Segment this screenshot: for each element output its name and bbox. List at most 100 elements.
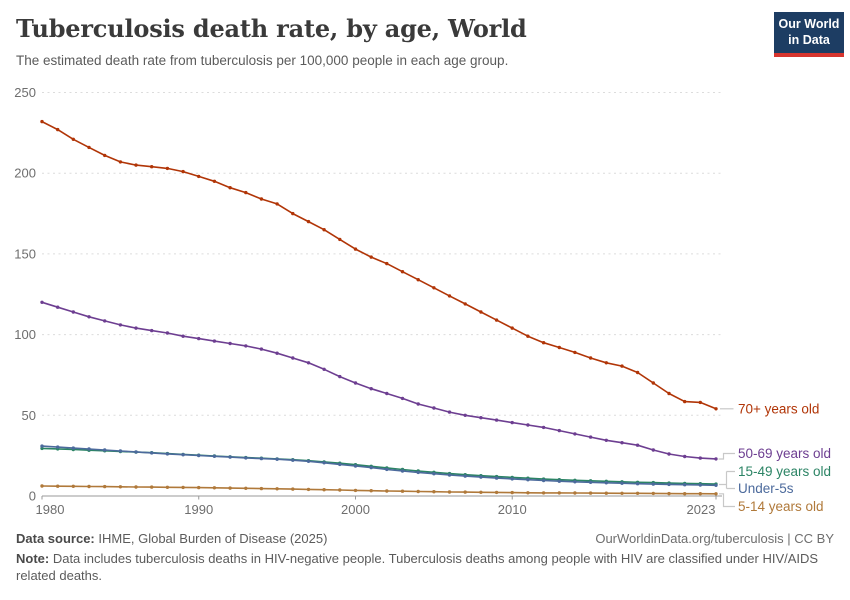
data-point[interactable] [118,449,123,453]
data-point[interactable] [291,487,295,491]
data-point[interactable] [541,425,546,430]
data-point[interactable] [526,423,530,427]
data-point[interactable] [541,341,546,345]
data-point[interactable] [181,453,185,457]
data-point[interactable] [71,137,76,141]
data-point[interactable] [306,487,311,492]
data-point[interactable] [588,491,593,495]
data-point[interactable] [510,326,514,330]
footer-rights-link[interactable]: OurWorldinData.org/tuberculosis | CC BY [595,531,834,546]
data-point[interactable] [353,464,358,468]
data-point[interactable] [291,356,295,360]
data-point[interactable] [416,402,420,406]
data-point[interactable] [447,410,452,414]
data-point[interactable] [573,480,577,484]
data-point[interactable] [40,119,44,124]
data-point[interactable] [275,457,279,461]
data-point[interactable] [103,484,107,489]
data-point[interactable] [557,479,561,483]
data-point[interactable] [369,465,373,470]
data-point[interactable] [103,153,107,158]
data-point[interactable] [463,474,467,478]
data-point[interactable] [244,486,248,490]
data-point[interactable] [40,444,44,448]
data-point[interactable] [573,491,577,495]
data-point[interactable] [541,478,546,483]
data-point[interactable] [197,453,201,458]
data-point[interactable] [557,345,561,350]
data-point[interactable] [667,452,671,456]
data-point[interactable] [118,485,123,489]
data-point[interactable] [322,367,326,371]
data-point[interactable] [463,302,467,306]
data-point[interactable] [181,169,185,174]
data-point[interactable] [651,381,655,385]
data-point[interactable] [306,459,311,463]
data-point[interactable] [385,489,389,493]
data-point[interactable] [635,491,640,495]
data-point[interactable] [259,347,264,351]
data-point[interactable] [181,334,185,338]
data-point[interactable] [56,127,60,132]
data-point[interactable] [588,480,593,484]
data-point[interactable] [714,483,718,487]
data-point[interactable] [620,441,624,445]
data-point[interactable] [197,174,201,179]
data-point[interactable] [416,278,420,282]
data-point[interactable] [71,310,76,314]
data-point[interactable] [447,473,452,477]
data-point[interactable] [165,166,170,171]
data-point[interactable] [40,300,44,304]
data-point[interactable] [244,190,248,195]
data-point[interactable] [557,428,561,433]
data-point[interactable] [212,454,217,458]
data-point[interactable] [212,179,217,183]
data-point[interactable] [56,445,60,449]
data-point[interactable] [228,455,232,459]
data-point[interactable] [651,482,655,486]
data-point[interactable] [228,341,232,346]
data-point[interactable] [479,475,483,479]
data-point[interactable] [526,491,530,495]
legend-label-50-69-years-old[interactable]: 50-69 years old [738,446,831,461]
data-point[interactable] [150,485,154,489]
data-point[interactable] [291,211,295,216]
data-point[interactable] [494,318,499,322]
data-point[interactable] [385,261,389,266]
data-point[interactable] [385,391,389,396]
series-line-70-years-old[interactable] [41,120,717,410]
data-point[interactable] [635,370,640,375]
data-point[interactable] [150,165,154,169]
data-point[interactable] [212,339,217,343]
data-point[interactable] [463,490,467,494]
data-point[interactable] [447,294,452,298]
data-point[interactable] [526,478,530,482]
data-point[interactable] [683,483,687,487]
data-point[interactable] [87,447,91,451]
data-point[interactable] [416,489,420,494]
data-point[interactable] [259,197,264,201]
data-point[interactable] [87,145,91,150]
data-point[interactable] [369,387,373,391]
data-point[interactable] [698,492,702,496]
data-point[interactable] [275,351,279,355]
data-point[interactable] [306,219,311,224]
data-point[interactable] [369,255,373,259]
data-point[interactable] [698,400,702,405]
data-point[interactable] [432,406,436,410]
data-point[interactable] [40,484,44,488]
data-point[interactable] [698,456,702,460]
data-point[interactable] [635,482,640,486]
data-point[interactable] [322,228,326,232]
data-point[interactable] [683,454,687,459]
data-point[interactable] [698,483,702,487]
data-point[interactable] [118,323,123,327]
data-point[interactable] [683,492,687,496]
data-point[interactable] [463,413,467,417]
data-point[interactable] [447,490,452,494]
data-point[interactable] [338,488,342,492]
data-point[interactable] [134,163,138,167]
data-point[interactable] [479,416,483,420]
data-point[interactable] [510,477,514,481]
data-point[interactable] [197,485,201,490]
